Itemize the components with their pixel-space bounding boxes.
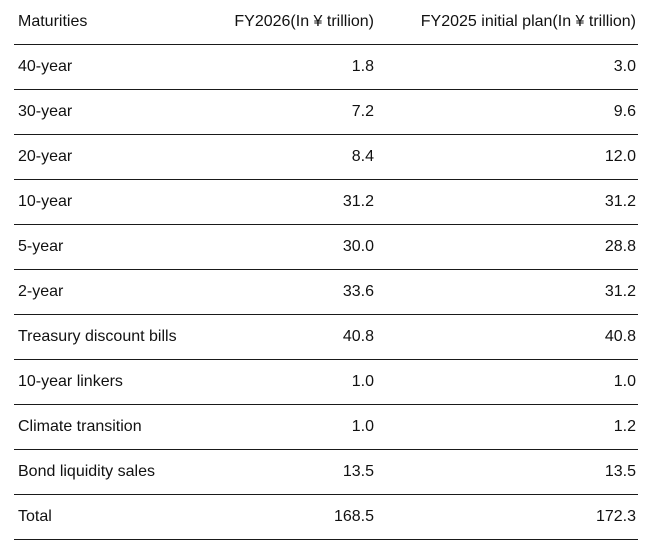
maturity-cell: Treasury discount bills xyxy=(14,314,214,360)
header-fy2025: FY2025 initial plan(In ¥ trillion) xyxy=(376,0,638,45)
fy2026-value-cell: 13.5 xyxy=(214,449,376,495)
maturity-cell: 40-year xyxy=(14,44,214,90)
fy2025-value-cell: 31.2 xyxy=(376,269,638,315)
fy2026-value-cell: 1.0 xyxy=(214,404,376,450)
header-fy2026: FY2026(In ¥ trillion) xyxy=(214,0,376,45)
fy2026-value-cell: 30.0 xyxy=(214,224,376,270)
maturity-cell: Total xyxy=(14,494,214,540)
fy2025-value-cell: 1.0 xyxy=(376,359,638,405)
fy2025-value-cell: 12.0 xyxy=(376,134,638,180)
table-row: Treasury discount bills 40.8 40.8 xyxy=(14,314,638,360)
maturity-cell: 2-year xyxy=(14,269,214,315)
maturity-cell: 30-year xyxy=(14,89,214,135)
fy2026-value-cell: 8.4 xyxy=(214,134,376,180)
fy2025-value-cell: 9.6 xyxy=(376,89,638,135)
table-row: 40-year 1.8 3.0 xyxy=(14,44,638,90)
maturity-cell: 20-year xyxy=(14,134,214,180)
table-header-row: Maturities FY2026(In ¥ trillion) FY2025 … xyxy=(14,0,638,45)
fy2025-value-cell: 40.8 xyxy=(376,314,638,360)
maturity-cell: Bond liquidity sales xyxy=(14,449,214,495)
table-row: 5-year 30.0 28.8 xyxy=(14,224,638,270)
fy2026-value-cell: 1.0 xyxy=(214,359,376,405)
fy2026-value-cell: 31.2 xyxy=(214,179,376,225)
fy2026-value-cell: 168.5 xyxy=(214,494,376,540)
issuance-table-container: Maturities FY2026(In ¥ trillion) FY2025 … xyxy=(14,0,638,540)
fy2025-value-cell: 13.5 xyxy=(376,449,638,495)
fy2025-value-cell: 28.8 xyxy=(376,224,638,270)
header-maturities: Maturities xyxy=(14,0,214,45)
maturity-cell: 5-year xyxy=(14,224,214,270)
maturity-cell: 10-year linkers xyxy=(14,359,214,405)
fy2026-value-cell: 7.2 xyxy=(214,89,376,135)
table-row: 10-year 31.2 31.2 xyxy=(14,179,638,225)
fy2025-value-cell: 1.2 xyxy=(376,404,638,450)
table-row: 2-year 33.6 31.2 xyxy=(14,269,638,315)
table-row: 10-year linkers 1.0 1.0 xyxy=(14,359,638,405)
fy2026-value-cell: 1.8 xyxy=(214,44,376,90)
table-row: Bond liquidity sales 13.5 13.5 xyxy=(14,449,638,495)
table-row: 30-year 7.2 9.6 xyxy=(14,89,638,135)
table-row-total: Total 168.5 172.3 xyxy=(14,494,638,540)
bond-issuance-table: Maturities FY2026(In ¥ trillion) FY2025 … xyxy=(14,0,638,540)
fy2025-value-cell: 3.0 xyxy=(376,44,638,90)
maturity-cell: 10-year xyxy=(14,179,214,225)
fy2025-value-cell: 172.3 xyxy=(376,494,638,540)
table-row: Climate transition 1.0 1.2 xyxy=(14,404,638,450)
fy2025-value-cell: 31.2 xyxy=(376,179,638,225)
fy2026-value-cell: 40.8 xyxy=(214,314,376,360)
table-row: 20-year 8.4 12.0 xyxy=(14,134,638,180)
maturity-cell: Climate transition xyxy=(14,404,214,450)
fy2026-value-cell: 33.6 xyxy=(214,269,376,315)
